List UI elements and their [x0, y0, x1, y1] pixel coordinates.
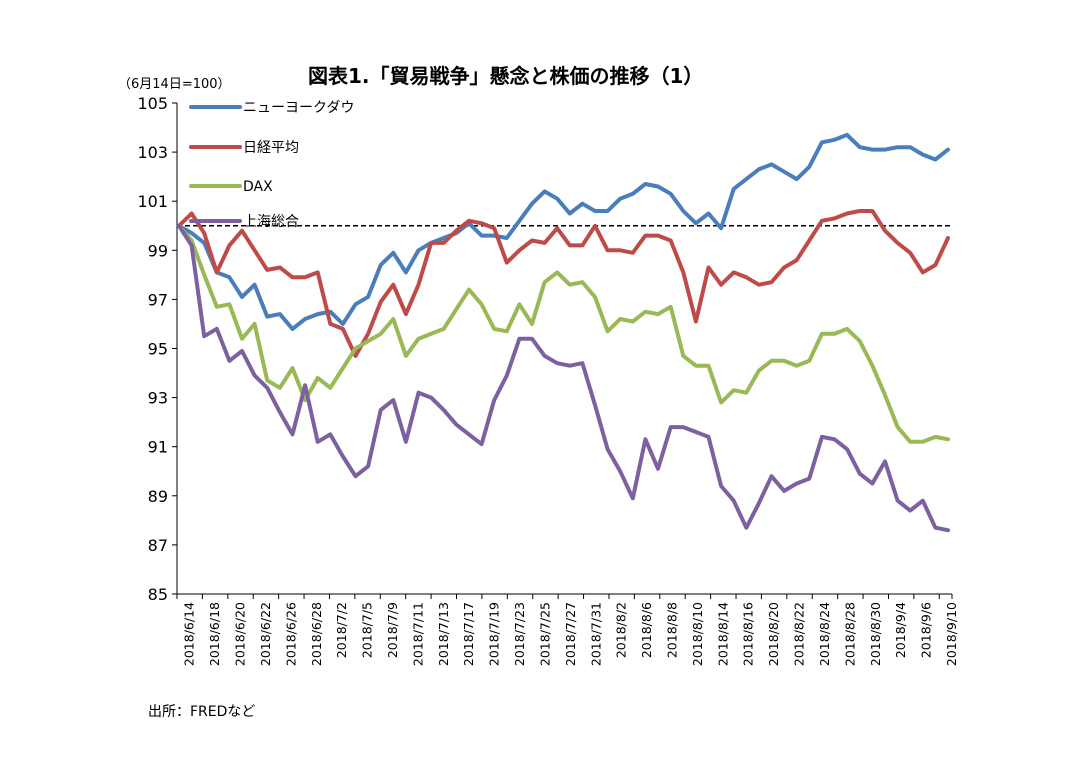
x-tick-label: 2018/7/23 — [512, 602, 527, 666]
y-tick-label: 85 — [148, 585, 168, 604]
y-tick-label: 105 — [137, 94, 168, 113]
legend-label: ニューヨークダウ — [243, 100, 354, 116]
source-note: 出所：FREDなど — [148, 704, 256, 720]
x-tick-label: 2018/8/20 — [766, 602, 781, 666]
x-tick-label: 2018/7/11 — [410, 602, 425, 666]
y-tick-label: 91 — [148, 438, 168, 457]
series-line-3 — [177, 223, 950, 444]
y-tick-label: 87 — [148, 536, 168, 555]
x-tick-label: 2018/7/9 — [385, 602, 400, 658]
x-tick-label: 2018/8/8 — [664, 602, 679, 658]
x-tick-label: 2018/7/27 — [563, 602, 578, 666]
y-tick-label: 101 — [137, 192, 168, 211]
axes — [176, 103, 952, 595]
x-tick-label: 2018/9/6 — [919, 602, 934, 658]
x-tick-label: 2018/7/13 — [436, 602, 451, 666]
x-tick-label: 2018/8/14 — [715, 602, 730, 666]
y-axis-unit-label: （6月14日=100） — [118, 77, 231, 92]
x-tick-label: 2018/9/4 — [893, 602, 908, 658]
x-tick-label: 2018/9/10 — [944, 602, 959, 666]
legend-label: 日経平均 — [243, 140, 299, 156]
y-tick-label: 89 — [148, 487, 168, 506]
x-tick-label: 2018/8/30 — [868, 602, 883, 666]
legend-label: 上海総合 — [243, 214, 299, 230]
x-tick-label: 2018/6/20 — [233, 602, 248, 666]
x-tick-label: 2018/6/28 — [309, 602, 324, 666]
y-tick-label: 93 — [148, 389, 168, 408]
series-line-1 — [177, 132, 950, 331]
chart-title: 図表1.「貿易戦争」懸念と株価の推移（1） — [308, 64, 704, 88]
x-tick-label: 2018/8/6 — [639, 602, 654, 658]
x-tick-label: 2018/8/16 — [741, 602, 756, 666]
y-tick-label: 99 — [148, 241, 168, 260]
series-line-4 — [177, 223, 950, 533]
x-tick-label: 2018/7/17 — [461, 602, 476, 666]
x-tick-label: 2018/7/19 — [487, 602, 502, 666]
x-tick-label: 2018/7/25 — [537, 602, 552, 666]
x-ticks: 2018/6/14 2018/6/18 2018/6/20 2018/6/22 2018… — [176, 594, 959, 666]
x-tick-label: 2018/6/14 — [182, 602, 197, 666]
y-tick-label: 103 — [137, 143, 168, 162]
x-tick-label: 2018/7/5 — [360, 602, 375, 658]
series-line-2 — [177, 209, 950, 358]
x-tick-label: 2018/8/22 — [792, 602, 807, 666]
y-tick-label: 97 — [148, 290, 168, 309]
x-tick-label: 2018/7/31 — [588, 602, 603, 666]
x-tick-label: 2018/8/28 — [842, 602, 857, 666]
x-tick-label: 2018/6/18 — [207, 602, 222, 666]
y-ticks: 85 87 89 91 93 95 97 99 101 103 105 — [137, 94, 177, 604]
x-tick-label: 2018/8/10 — [690, 602, 705, 666]
x-tick-label: 2018/8/2 — [614, 602, 629, 658]
x-tick-label: 2018/6/26 — [283, 602, 298, 666]
x-tick-label: 2018/8/24 — [817, 602, 832, 666]
x-tick-label: 2018/7/2 — [334, 602, 349, 658]
y-tick-label: 95 — [148, 340, 168, 359]
series-lines — [177, 132, 950, 533]
x-tick-label: 2018/6/22 — [258, 602, 273, 666]
legend-label: DAX — [243, 179, 273, 195]
